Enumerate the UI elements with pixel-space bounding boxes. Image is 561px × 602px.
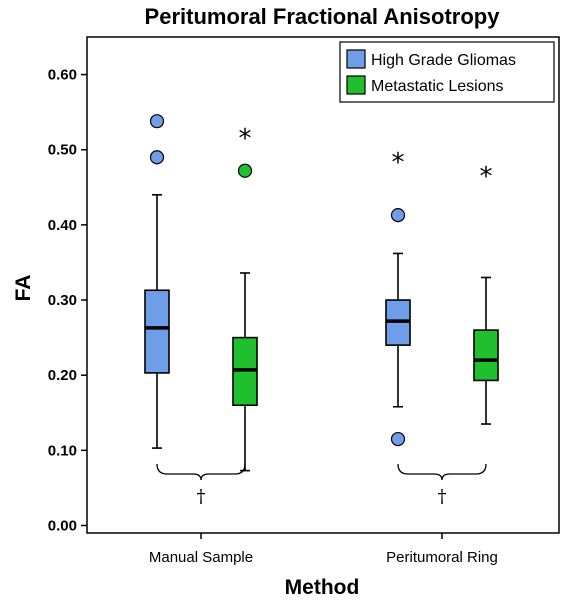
outlier-point: [390, 431, 406, 447]
legend-label: High Grade Gliomas: [371, 52, 516, 69]
y-tick-label: 0.30: [48, 292, 77, 309]
chart-title: Peritumoral Fractional Anisotropy: [145, 4, 501, 29]
y-tick-label: 0.20: [48, 367, 77, 384]
legend-frame: [339, 41, 555, 103]
significance-dagger: †: [438, 486, 447, 507]
significance-annotations: † †: [156, 463, 487, 507]
significance-dagger: †: [197, 486, 206, 507]
x-axis-title: Method: [285, 576, 360, 599]
y-axis-title: FA: [12, 275, 35, 302]
significance-brace: [397, 463, 487, 481]
plot-frame: [86, 36, 560, 534]
legend-swatch: [346, 49, 366, 69]
legend: High Grade Gliomas Metastatic Lesions: [339, 41, 555, 103]
outlier-point: [390, 208, 406, 223]
extreme-outlier-marker: *: [239, 124, 252, 154]
y-axis: 0.00 0.10 0.20 0.30 0.40 0.50 0.60: [48, 67, 87, 534]
box-iqr: [144, 289, 170, 374]
significance-brace: [156, 463, 246, 481]
y-tick-label: 0.00: [48, 517, 77, 534]
box-iqr: [473, 329, 499, 382]
extreme-outlier-marker: *: [392, 148, 405, 178]
box-plot: *: [385, 148, 411, 447]
box-plot: *: [232, 124, 258, 472]
x-tick-label: Peritumoral Ring: [386, 549, 498, 566]
x-axis: Manual Sample Peritumoral Ring: [149, 533, 498, 566]
legend-swatch: [346, 75, 366, 95]
y-tick-label: 0.10: [48, 442, 77, 459]
box-plots: * * *: [144, 114, 499, 472]
box-plot: [144, 114, 170, 449]
y-tick-label: 0.60: [48, 67, 77, 84]
outlier-point: [149, 150, 165, 165]
y-tick-label: 0.50: [48, 142, 77, 159]
legend-label: Metastatic Lesions: [371, 78, 504, 95]
extreme-outlier-marker: *: [480, 162, 493, 192]
box-plot: *: [473, 162, 499, 425]
outlier-point: [237, 163, 253, 178]
x-tick-label: Manual Sample: [149, 549, 253, 566]
outlier-point: [149, 114, 165, 129]
y-tick-label: 0.40: [48, 217, 77, 234]
